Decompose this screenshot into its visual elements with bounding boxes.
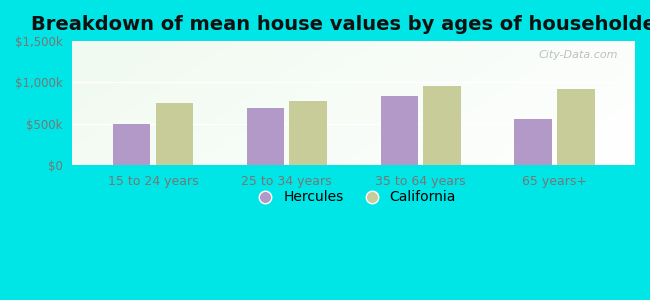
Bar bbox=[557, 89, 595, 165]
Legend: Hercules, California: Hercules, California bbox=[246, 185, 462, 210]
Bar bbox=[246, 108, 284, 165]
Bar bbox=[380, 96, 418, 165]
Title: Breakdown of mean house values by ages of householders: Breakdown of mean house values by ages o… bbox=[31, 15, 650, 34]
Bar bbox=[423, 86, 461, 165]
Bar bbox=[155, 103, 193, 165]
Bar bbox=[112, 124, 150, 165]
Bar bbox=[289, 100, 327, 165]
Text: City-Data.com: City-Data.com bbox=[539, 50, 618, 60]
Bar bbox=[514, 119, 552, 165]
